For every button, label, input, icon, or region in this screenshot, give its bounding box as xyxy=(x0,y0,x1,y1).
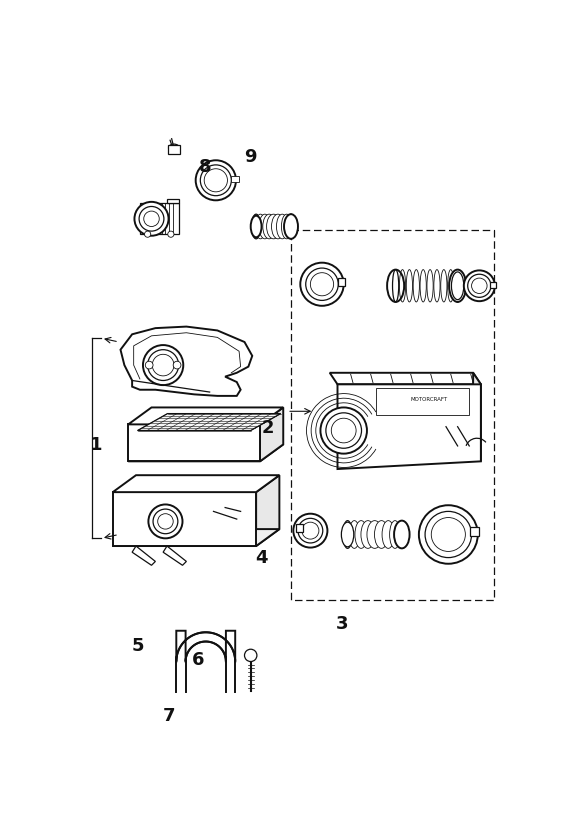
Polygon shape xyxy=(168,145,180,155)
Ellipse shape xyxy=(251,215,261,240)
Polygon shape xyxy=(113,476,279,492)
Circle shape xyxy=(158,514,173,529)
Polygon shape xyxy=(376,389,469,415)
Circle shape xyxy=(472,278,487,294)
Polygon shape xyxy=(128,445,283,461)
Polygon shape xyxy=(176,631,235,662)
Polygon shape xyxy=(167,200,178,204)
Ellipse shape xyxy=(259,215,270,240)
Polygon shape xyxy=(231,176,239,182)
Ellipse shape xyxy=(277,215,288,240)
Ellipse shape xyxy=(355,521,367,548)
Polygon shape xyxy=(470,528,479,537)
Circle shape xyxy=(419,506,478,564)
Circle shape xyxy=(204,170,227,192)
Circle shape xyxy=(300,263,344,307)
Circle shape xyxy=(143,345,183,385)
Circle shape xyxy=(148,350,178,381)
Bar xyxy=(291,231,494,600)
Circle shape xyxy=(332,419,356,443)
Ellipse shape xyxy=(282,215,292,240)
Circle shape xyxy=(302,522,319,539)
Polygon shape xyxy=(338,278,345,287)
Circle shape xyxy=(144,212,159,227)
Ellipse shape xyxy=(382,521,394,548)
Polygon shape xyxy=(137,414,280,431)
Polygon shape xyxy=(132,547,155,566)
Polygon shape xyxy=(128,408,283,425)
Circle shape xyxy=(196,161,236,201)
Circle shape xyxy=(425,512,472,558)
Text: 9: 9 xyxy=(244,148,257,166)
Text: 7: 7 xyxy=(163,706,176,724)
Ellipse shape xyxy=(251,217,261,238)
Ellipse shape xyxy=(397,521,407,548)
Polygon shape xyxy=(140,204,178,235)
Circle shape xyxy=(145,232,151,238)
Ellipse shape xyxy=(349,521,360,548)
Ellipse shape xyxy=(452,273,464,300)
Polygon shape xyxy=(490,283,496,288)
Circle shape xyxy=(149,505,182,538)
Ellipse shape xyxy=(343,521,352,548)
Ellipse shape xyxy=(286,215,296,240)
Polygon shape xyxy=(128,425,260,461)
Text: 3: 3 xyxy=(335,614,348,633)
Ellipse shape xyxy=(272,215,284,240)
Ellipse shape xyxy=(255,215,266,240)
Circle shape xyxy=(135,202,168,237)
Text: 5: 5 xyxy=(131,636,144,655)
Text: MOTORCRAFT: MOTORCRAFT xyxy=(411,396,448,401)
Text: 6: 6 xyxy=(192,650,205,668)
Text: 4: 4 xyxy=(255,548,268,566)
Circle shape xyxy=(245,650,257,662)
Polygon shape xyxy=(260,408,283,461)
Ellipse shape xyxy=(387,270,404,303)
Ellipse shape xyxy=(394,521,410,548)
Polygon shape xyxy=(121,327,252,396)
Circle shape xyxy=(200,166,231,196)
Circle shape xyxy=(168,232,174,238)
Polygon shape xyxy=(330,374,481,385)
Ellipse shape xyxy=(266,215,280,240)
Circle shape xyxy=(173,362,181,370)
Circle shape xyxy=(431,518,466,552)
Ellipse shape xyxy=(361,521,375,548)
Ellipse shape xyxy=(168,145,180,153)
Circle shape xyxy=(306,268,338,301)
Ellipse shape xyxy=(342,522,354,547)
Circle shape xyxy=(298,518,323,543)
Polygon shape xyxy=(113,529,279,547)
Ellipse shape xyxy=(284,215,298,240)
Circle shape xyxy=(145,362,153,370)
Polygon shape xyxy=(473,374,481,461)
Circle shape xyxy=(464,271,495,302)
Text: 2: 2 xyxy=(261,418,274,436)
Polygon shape xyxy=(163,547,186,566)
Ellipse shape xyxy=(449,270,466,303)
Polygon shape xyxy=(113,492,256,547)
Ellipse shape xyxy=(367,521,383,548)
Text: 1: 1 xyxy=(90,436,103,454)
Ellipse shape xyxy=(390,521,401,548)
Circle shape xyxy=(468,275,491,298)
Circle shape xyxy=(152,355,174,376)
Circle shape xyxy=(153,509,178,534)
Circle shape xyxy=(320,408,367,454)
Text: 8: 8 xyxy=(199,158,211,176)
Ellipse shape xyxy=(375,521,388,548)
Circle shape xyxy=(326,413,361,449)
Circle shape xyxy=(310,273,334,297)
Ellipse shape xyxy=(170,146,178,151)
Polygon shape xyxy=(338,385,481,470)
Circle shape xyxy=(139,207,164,232)
Polygon shape xyxy=(256,476,279,547)
Circle shape xyxy=(293,514,328,548)
Polygon shape xyxy=(296,525,302,533)
Ellipse shape xyxy=(263,215,275,240)
